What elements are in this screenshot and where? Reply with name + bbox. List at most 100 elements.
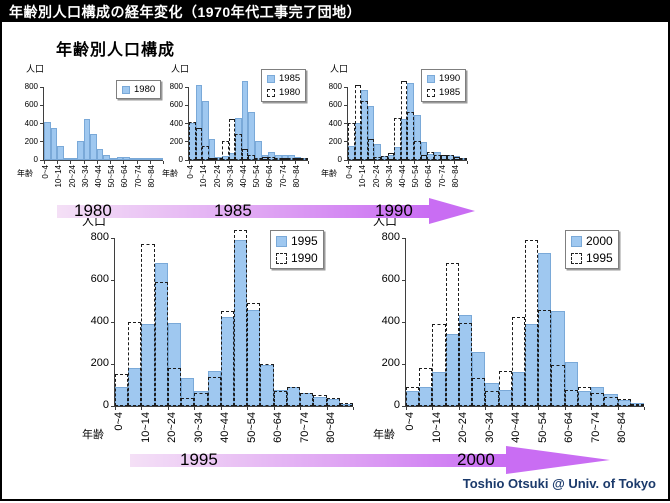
x-axis-title: 年齢: [321, 169, 337, 178]
x-axis-category-label: 60~64: [563, 412, 576, 443]
y-axis-tick: [402, 363, 405, 365]
x-axis-tick: [348, 161, 349, 164]
x-axis-tick: [564, 407, 566, 410]
y-axis-tick-label: 0: [337, 155, 342, 165]
legend-label: 1990: [291, 251, 318, 265]
bar-1980-55~59: [261, 157, 269, 160]
y-axis-tick: [111, 237, 114, 239]
x-axis-tick: [466, 161, 468, 164]
x-axis-tick: [300, 407, 302, 410]
x-axis-tick: [281, 161, 283, 164]
bar-1985-35~39: [394, 118, 401, 160]
bar-1985-45~49: [248, 112, 256, 160]
chart-plot-1990: 0 200 400 600 800 0~4 10~14 20~24 30~34 40~44 50~5…: [321, 64, 468, 187]
x-axis-category-label: 60~64: [272, 412, 285, 443]
x-axis-tick: [194, 407, 196, 410]
x-axis-tick: [241, 161, 243, 164]
x-axis-tick: [374, 161, 376, 164]
x-axis-tick: [141, 407, 143, 410]
bar-1980-15~19: [63, 158, 71, 160]
legend-2000: 2000 1995: [565, 230, 619, 269]
y-axis-tick-label: 600: [328, 100, 342, 110]
y-axis-tick: [40, 123, 43, 124]
dashed-swatch-icon: [427, 88, 435, 97]
bar-1990-80~84: [326, 398, 340, 406]
bar-1980-35~39: [235, 134, 242, 160]
bar-1990-85~: [339, 403, 353, 406]
y-axis-tick: [402, 237, 405, 239]
bar-1985-40~44: [400, 81, 408, 160]
x-axis-tick: [83, 161, 85, 164]
bar-1980-30~34: [83, 119, 91, 160]
x-axis-tick: [268, 161, 270, 164]
bar-1980-5~9: [50, 128, 58, 160]
y-axis-tick-label: 400: [381, 315, 400, 328]
y-axis-title: 人口: [26, 64, 45, 74]
y-axis-tick-label: 200: [24, 136, 38, 146]
chart-plot-1980: 0 200 400 600 800 0~4 10~14 20~24 30~34 40~44 50~5…: [17, 64, 164, 187]
x-axis-category-label: 30~34: [384, 165, 394, 188]
y-axis-tick: [185, 104, 188, 106]
x-axis-category-label: 30~34: [483, 412, 496, 443]
y-axis-tick-label: 600: [169, 100, 183, 110]
y-axis-tick-label: 800: [90, 231, 109, 244]
bar-1980-70~74: [136, 158, 144, 160]
timeline-arrowhead-icon: [506, 446, 610, 474]
y-axis-tick: [111, 405, 114, 407]
y-axis-tick-label: 0: [178, 155, 183, 165]
y-axis-tick-label: 600: [90, 273, 109, 286]
x-axis-category-label: 30~34: [80, 165, 90, 188]
bar-1990-15~19: [154, 282, 168, 406]
y-axis-tick: [111, 279, 114, 281]
bar-1995-35~39: [498, 371, 512, 406]
bar-1995-45~49: [524, 240, 539, 406]
solid-swatch-icon: [427, 74, 435, 83]
bar-1980-65~69: [129, 158, 137, 160]
x-axis-tick: [440, 161, 442, 164]
bar-1980-75~79: [143, 158, 150, 160]
bar-1990-65~69: [286, 387, 301, 406]
dashed-swatch-icon: [276, 252, 287, 264]
bar-1995-15~19: [445, 263, 459, 406]
x-axis-tick: [406, 407, 407, 410]
bar-1985-5~9: [354, 85, 362, 160]
x-axis-tick: [591, 407, 593, 410]
x-axis-title: 年齢: [373, 429, 395, 441]
bar-1985-85~: [460, 158, 467, 160]
x-axis-category-label: 30~34: [192, 412, 205, 443]
x-axis-tick: [307, 161, 309, 164]
bar-1995-75~79: [604, 397, 618, 406]
bar-1985-25~29: [381, 156, 388, 160]
bar-1980-85~: [156, 158, 163, 160]
x-axis-category-label: 50~54: [245, 412, 258, 443]
x-axis-tick: [414, 161, 416, 164]
bar-1990-30~34: [194, 393, 208, 406]
x-axis-tick: [387, 161, 389, 164]
bar-1985-20~24: [374, 157, 382, 160]
timeline-label-1985: 1985: [214, 201, 252, 220]
x-axis-tick: [643, 407, 645, 410]
legend-item-1980: 1980: [267, 87, 300, 98]
x-axis-category-label: 40~44: [510, 412, 523, 443]
bar-1995-50~54: [538, 310, 552, 406]
dashed-swatch-icon: [267, 88, 275, 97]
legend-item-1985: 1985: [267, 73, 300, 84]
y-axis-tick: [185, 141, 188, 143]
legend-label: 2000: [586, 234, 613, 248]
timeline-arrow-body: [57, 205, 429, 218]
title-bar: 年齢別人口構成の経年変化（1970年代工事完了団地）: [2, 0, 668, 22]
timeline-arrowhead-icon: [429, 198, 475, 224]
bar-1995-65~69: [577, 387, 592, 406]
bar-1995-40~44: [511, 317, 525, 406]
y-axis-tick: [185, 159, 188, 161]
legend-item-1990: 1990: [427, 73, 460, 84]
x-axis-category-label: 50~54: [536, 412, 549, 443]
x-axis-category-label: 0~4: [186, 165, 196, 179]
bar-1980-85~: [301, 158, 308, 160]
x-axis-tick: [458, 407, 460, 410]
y-axis-tick-label: 400: [169, 118, 183, 128]
bar-1985-30~34: [387, 153, 395, 160]
y-axis-tick: [344, 141, 347, 143]
bar-1995-80~84: [617, 399, 631, 406]
